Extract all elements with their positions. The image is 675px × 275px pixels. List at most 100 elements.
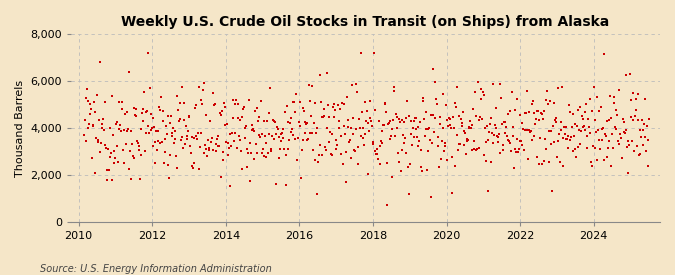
Point [425,195,436,199]
Point [259,119,269,124]
Point [221,122,232,126]
Point [587,109,598,113]
Point [379,122,389,127]
Point [537,162,547,166]
Point [98,117,109,122]
Point [85,102,96,106]
Point [294,124,305,129]
Point [393,151,404,155]
Point [91,93,102,97]
Point [546,142,557,147]
Point [638,142,649,147]
Point [390,112,401,117]
Point [108,132,119,137]
Point [497,122,508,127]
Point [306,84,317,89]
Point [614,142,624,146]
Point [247,128,258,133]
Point [360,131,371,136]
Point [119,128,130,132]
Point [620,128,631,132]
Point [225,144,236,148]
Point [467,148,478,152]
Point [275,147,286,151]
Point [97,126,107,130]
Point [362,108,373,113]
Point [234,138,245,142]
Point [322,126,333,131]
Point [304,83,315,88]
Point [430,116,441,120]
Point [103,168,114,172]
Point [568,112,578,117]
Point [94,118,105,123]
Point [271,182,281,186]
Point [466,123,477,127]
Point [138,107,149,111]
Point [482,124,493,129]
Point [86,107,97,111]
Point [535,110,546,115]
Point [373,157,383,161]
Point [418,117,429,122]
Point [591,158,602,162]
Point [425,138,435,143]
Point [159,161,169,166]
Point [114,127,125,131]
Point [633,92,644,97]
Point [284,121,295,125]
Point [487,131,497,135]
Point [459,143,470,148]
Point [621,73,632,78]
Point [144,86,155,90]
Point [622,139,633,143]
Point [491,106,502,111]
Point [588,144,599,148]
Point [313,153,324,157]
Point [166,134,177,138]
Point [294,120,304,125]
Point [198,88,209,92]
Point [551,155,562,160]
Point [318,115,329,120]
Point [84,112,95,116]
Point [519,110,530,115]
Point [122,128,132,133]
Point [101,178,112,183]
Point [524,130,535,134]
Point [499,120,510,124]
Point [273,126,284,131]
Point [413,124,424,129]
Point [606,164,617,169]
Point [95,150,106,154]
Point [246,123,257,128]
Point [454,114,464,118]
Point [517,121,528,125]
Point [180,124,191,129]
Point [443,124,454,128]
Point [456,117,466,122]
Point [215,111,225,115]
Point [428,112,439,117]
Point [513,149,524,154]
Point [533,108,543,113]
Point [163,163,173,167]
Point [215,175,226,180]
Point [366,119,377,123]
Point [113,160,124,164]
Point [120,142,131,147]
Point [121,110,132,114]
Point [580,102,591,106]
Point [248,157,259,161]
Point [119,112,130,117]
Point [346,156,356,160]
Point [592,95,603,99]
Point [268,137,279,141]
Point [566,125,577,129]
Point [155,108,165,112]
Point [93,139,104,144]
Point [587,163,597,168]
Point [347,82,358,87]
Point [339,102,350,106]
Point [541,98,551,103]
